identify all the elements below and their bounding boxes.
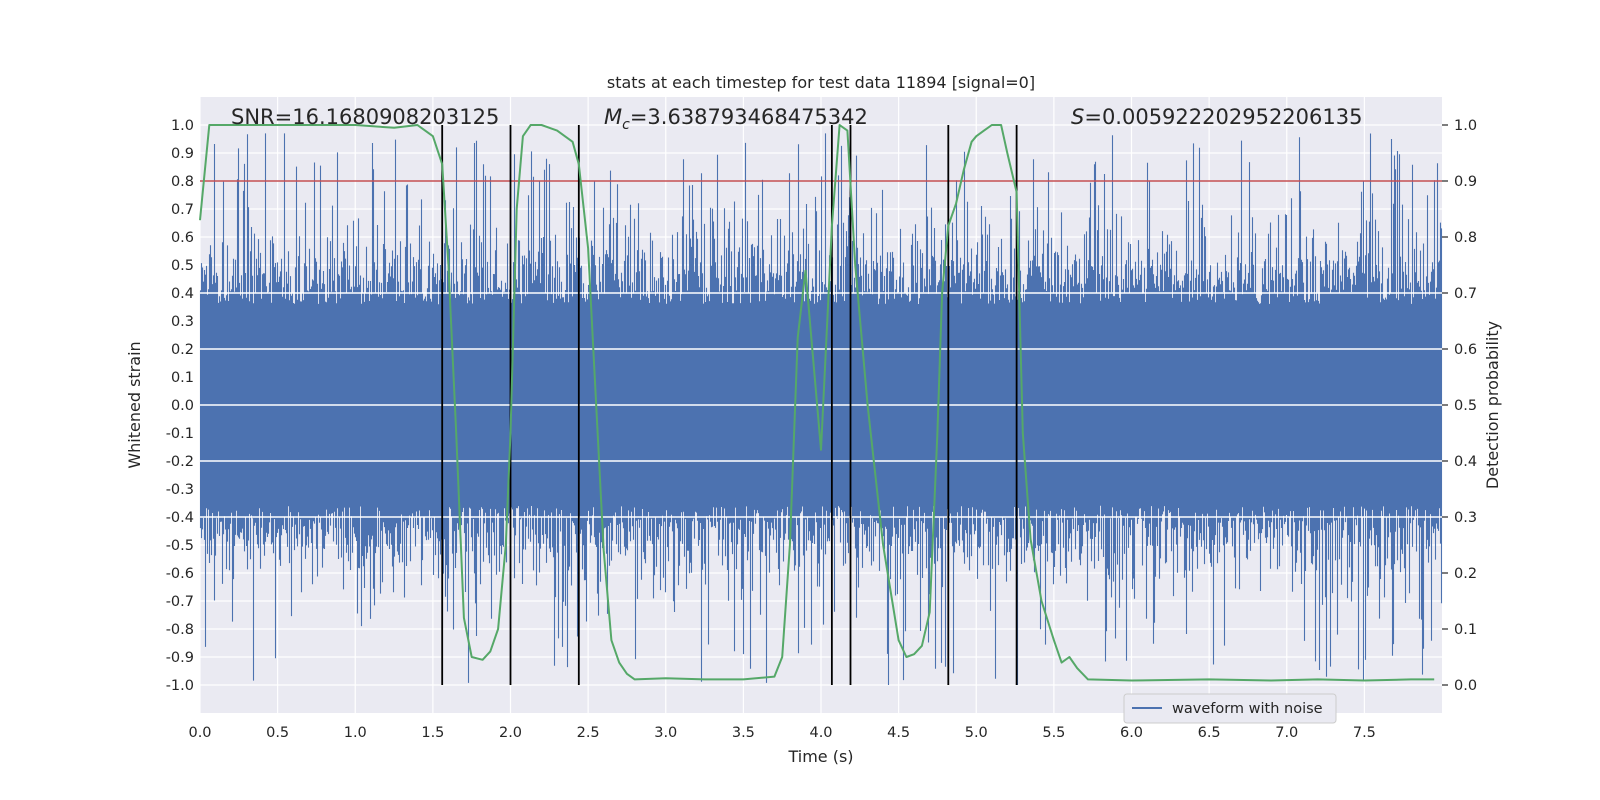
y-tick-label: -1.0 xyxy=(166,678,194,694)
legend-label: waveform with noise xyxy=(1172,701,1323,717)
x-axis-label: Time (s) xyxy=(787,747,853,766)
x-tick-label: 2.0 xyxy=(499,725,522,741)
x-tick-label: 5.0 xyxy=(965,725,988,741)
x-tick-label: 4.0 xyxy=(809,725,832,741)
y-tick-label: -0.4 xyxy=(166,510,194,526)
y-tick-label: -0.6 xyxy=(166,566,194,582)
x-tick-label: 6.0 xyxy=(1120,725,1143,741)
mc-symbol: M xyxy=(604,105,622,129)
right-y-tick-label: 0.3 xyxy=(1454,510,1477,526)
y-tick-label: -0.2 xyxy=(166,454,194,470)
y-tick-label: 0.5 xyxy=(171,258,194,274)
x-tick-label: 7.0 xyxy=(1275,725,1298,741)
y-tick-label: -0.3 xyxy=(166,482,194,498)
right-axis: 1.0 0.9 0.8 0.7 0.6 0.5 0.4 0.3 0.2 0.1 0.0 xyxy=(1442,118,1477,694)
right-y-tick-label: 0.2 xyxy=(1454,566,1477,582)
y-tick-label: 0.4 xyxy=(171,286,194,302)
x-tick-label: 0.0 xyxy=(188,725,211,741)
y-tick-label: 0.8 xyxy=(171,174,194,190)
right-y-tick-label: 0.6 xyxy=(1454,342,1477,358)
right-y-tick-label: 0.5 xyxy=(1454,398,1477,414)
mc-value: =3.638793468475342 xyxy=(630,105,868,129)
y-tick-label: 0.0 xyxy=(171,398,194,414)
x-tick-label: 3.5 xyxy=(732,725,755,741)
y-tick-label: 0.6 xyxy=(171,230,194,246)
noise-series xyxy=(199,133,1443,685)
y-axis-right-label: Detection probability xyxy=(1483,321,1502,489)
y-tick-label: -0.9 xyxy=(166,650,194,666)
y-tick-label: -0.1 xyxy=(166,426,194,442)
x-tick-label: 0.5 xyxy=(266,725,289,741)
chirp-mass-annotation: Mc=3.638793468475342 xyxy=(604,105,868,133)
x-tick-label: 4.5 xyxy=(887,725,910,741)
x-axis: 0.0 0.5 1.0 1.5 2.0 2.5 3.0 3.5 4.0 4.5 5.0 5.5 6.0 6… xyxy=(188,725,1375,741)
x-tick-label: 5.5 xyxy=(1042,725,1065,741)
x-tick-label: 7.5 xyxy=(1353,725,1376,741)
y-tick-label: 0.3 xyxy=(171,314,194,330)
detection-probability-line xyxy=(199,124,1435,682)
y-axis-label: Whitened strain xyxy=(125,341,144,468)
x-tick-label: 1.0 xyxy=(344,725,367,741)
legend: waveform with noise xyxy=(1123,693,1337,724)
y-tick-label: -0.7 xyxy=(166,594,194,610)
probability-layer xyxy=(199,124,1435,682)
s-annotation: S=0.005922202952206135 xyxy=(1071,105,1362,129)
mc-subscript: c xyxy=(622,117,630,133)
snr-annotation: SNR=16.1680908203125 xyxy=(231,105,499,129)
chart-title: stats at each timestep for test data 118… xyxy=(607,73,1035,92)
y-tick-label: 0.2 xyxy=(171,342,194,358)
y-tick-label: -0.5 xyxy=(166,538,194,554)
right-y-tick-label: 0.0 xyxy=(1454,678,1477,694)
s-value: =0.005922202952206135 xyxy=(1084,105,1362,129)
x-tick-label: 3.0 xyxy=(654,725,677,741)
threshold-layer xyxy=(200,180,1442,518)
legend-box xyxy=(1123,693,1337,724)
right-y-tick-label: 0.9 xyxy=(1454,174,1477,190)
waveform-with-noise-line xyxy=(199,133,1443,685)
right-y-tick-label: 0.7 xyxy=(1454,286,1477,302)
right-y-tick-label: 0.4 xyxy=(1454,454,1477,470)
s-symbol: S xyxy=(1071,105,1084,129)
left-axis: 1.0 0.9 0.8 0.7 0.6 0.5 0.4 0.3 0.2 0.1 0.0 -0.1 -0.… xyxy=(166,118,194,694)
right-y-tick-label: 1.0 xyxy=(1454,118,1477,134)
x-tick-label: 1.5 xyxy=(421,725,444,741)
right-y-tick-label: 0.1 xyxy=(1454,622,1477,638)
x-tick-label: 2.5 xyxy=(577,725,600,741)
right-y-tick-label: 0.8 xyxy=(1454,230,1477,246)
y-tick-label: 0.7 xyxy=(171,202,194,218)
x-tick-label: 6.5 xyxy=(1198,725,1221,741)
y-tick-label: 1.0 xyxy=(171,118,194,134)
y-tick-label: -0.8 xyxy=(166,622,194,638)
y-tick-label: 0.9 xyxy=(171,146,194,162)
y-tick-label: 0.1 xyxy=(171,370,194,386)
